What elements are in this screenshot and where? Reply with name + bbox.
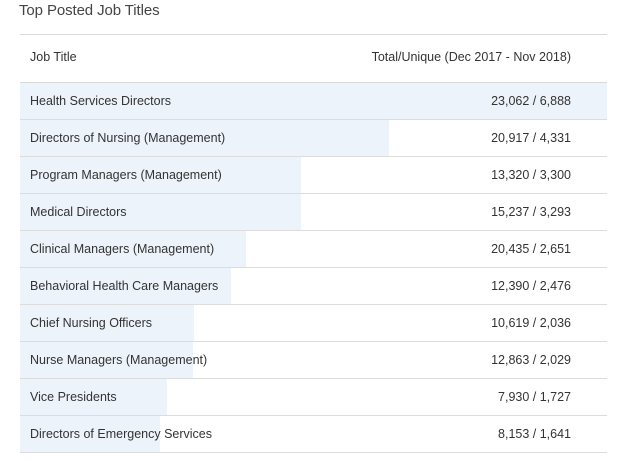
unique-share-bar xyxy=(20,379,167,415)
job-title-cell: Medical Directors xyxy=(30,205,127,219)
total-unique-cell: 8,153 / 1,641 xyxy=(498,427,571,441)
total-unique-cell: 15,237 / 3,293 xyxy=(491,205,571,219)
total-unique-cell: 20,917 / 4,331 xyxy=(491,131,571,145)
table-row[interactable]: Chief Nursing Officers 10,619 / 2,036 xyxy=(20,305,607,342)
unique-share-bar xyxy=(20,416,160,452)
table-row[interactable]: Directors of Nursing (Management) 20,917 … xyxy=(20,120,607,157)
header-job-title[interactable]: Job Title xyxy=(30,50,77,64)
unique-share-bar xyxy=(20,194,301,230)
total-unique-cell: 7,930 / 1,727 xyxy=(498,390,571,404)
total-unique-cell: 20,435 / 2,651 xyxy=(491,242,571,256)
table-row[interactable]: Health Services Directors 23,062 / 6,888 xyxy=(20,83,607,120)
job-title-cell: Clinical Managers (Management) xyxy=(30,242,215,256)
job-title-cell: Directors of Emergency Services xyxy=(30,427,213,441)
job-title-cell: Directors of Nursing (Management) xyxy=(30,131,226,145)
job-title-cell: Behavioral Health Care Managers xyxy=(30,279,219,293)
unique-share-bar xyxy=(20,157,301,193)
total-unique-cell: 23,062 / 6,888 xyxy=(491,94,571,108)
table-row[interactable]: Directors of Emergency Services 8,153 / 1… xyxy=(20,416,607,453)
unique-share-bar xyxy=(20,120,389,156)
job-title-cell: Vice Presidents xyxy=(30,390,117,404)
table-row[interactable]: Vice Presidents 7,930 / 1,727 xyxy=(20,379,607,416)
table-row[interactable]: Behavioral Health Care Managers 12,390 / … xyxy=(20,268,607,305)
table-row[interactable]: Clinical Managers (Management) 20,435 / 2… xyxy=(20,231,607,268)
job-title-cell: Chief Nursing Officers xyxy=(30,316,153,330)
table-body: Health Services Directors 23,062 / 6,888 D… xyxy=(20,83,607,453)
unique-share-bar xyxy=(20,83,607,119)
unique-share-bar xyxy=(20,342,193,378)
job-title-cell: Nurse Managers (Management) xyxy=(30,353,208,367)
job-title-cell: Health Services Directors xyxy=(30,94,172,108)
total-unique-cell: 12,863 / 2,029 xyxy=(491,353,571,367)
page-title: Top Posted Job Titles xyxy=(19,2,160,19)
table-header: Job Title Total/Unique (Dec 2017 - Nov 2… xyxy=(20,35,607,83)
total-unique-cell: 12,390 / 2,476 xyxy=(491,279,571,293)
job-title-cell: Program Managers (Management) xyxy=(30,168,222,182)
job-titles-table: Job Title Total/Unique (Dec 2017 - Nov 2… xyxy=(20,34,607,453)
header-total-unique[interactable]: Total/Unique (Dec 2017 - Nov 2018) xyxy=(371,50,571,64)
unique-share-bar xyxy=(20,305,194,341)
total-unique-cell: 13,320 / 3,300 xyxy=(491,168,571,182)
table-row[interactable]: Program Managers (Management) 13,320 / 3,… xyxy=(20,157,607,194)
unique-share-bar xyxy=(20,231,246,267)
total-unique-cell: 10,619 / 2,036 xyxy=(491,316,571,330)
table-row[interactable]: Medical Directors 15,237 / 3,293 xyxy=(20,194,607,231)
unique-share-bar xyxy=(20,268,231,304)
table-row[interactable]: Nurse Managers (Management) 12,863 / 2,02… xyxy=(20,342,607,379)
